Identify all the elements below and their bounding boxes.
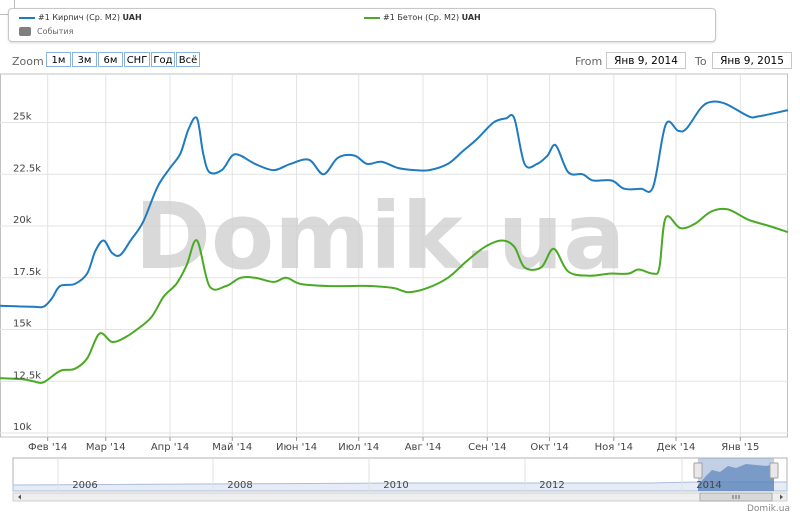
- x-tick-label: Янв '15: [721, 442, 759, 453]
- x-tick-label: Май '14: [212, 442, 252, 453]
- events-flag-icon: [19, 27, 31, 36]
- credit-text: Domik.ua: [747, 504, 790, 514]
- legend-label-events: События: [37, 27, 74, 36]
- x-tick-label: Дек '14: [657, 442, 696, 453]
- navigator-year-label: 2012: [539, 480, 564, 491]
- y-tick-label: 12.5k: [13, 370, 41, 381]
- zoom-button-3m[interactable]: 3м: [72, 52, 97, 67]
- x-tick-label: Авг '14: [405, 442, 442, 453]
- navigator-year-label: 2010: [383, 480, 408, 491]
- x-tick-label: Июн '14: [276, 442, 317, 453]
- x-tick-label: Окт '14: [530, 442, 568, 453]
- y-tick-label: 22.5k: [13, 163, 41, 174]
- x-tick-label: Мар '14: [86, 442, 126, 453]
- x-tick-label: Июл '14: [338, 442, 379, 453]
- from-date-input[interactable]: Янв 9, 2014: [606, 52, 686, 69]
- y-tick-label: 25k: [13, 112, 32, 123]
- navigator-left-handle[interactable]: [693, 462, 703, 479]
- legend-unit-kirpich: UAH: [122, 13, 142, 22]
- y-tick-label: 20k: [13, 215, 32, 226]
- x-tick-label: Апр '14: [151, 442, 189, 453]
- watermark-text: Domik.ua: [135, 183, 626, 290]
- plot-area: [0, 73, 788, 438]
- legend: #1 Кирпич (Ср. М2) UAH #1 Бетон (Ср. М2)…: [8, 8, 716, 42]
- scrollbar-track[interactable]: [12, 492, 788, 502]
- navigator-selected-area: [698, 464, 774, 491]
- from-label: From: [575, 55, 603, 68]
- legend-label-beton: #1 Бетон (Ср. М2): [383, 13, 460, 22]
- zoom-button-6m[interactable]: 6м: [98, 52, 123, 67]
- navigator-year-label: 2006: [72, 480, 97, 491]
- y-tick-label: 10k: [13, 422, 32, 433]
- y-tick-label: 15k: [13, 319, 32, 330]
- scroll-left-arrow-icon[interactable]: [18, 494, 21, 500]
- navigator-series-area: [12, 481, 788, 492]
- scroll-right-arrow-icon[interactable]: [780, 494, 783, 500]
- navigator-year-label: 2014: [696, 480, 721, 491]
- zoom-button-1m[interactable]: 1м: [46, 52, 71, 67]
- x-tick-label: Сен '14: [468, 442, 506, 453]
- legend-label-kirpich: #1 Кирпич (Ср. М2): [38, 13, 120, 22]
- zoom-button-year[interactable]: Год: [151, 52, 175, 67]
- legend-item-kirpich[interactable]: #1 Кирпич (Ср. М2) UAH: [19, 13, 142, 22]
- legend-item-beton[interactable]: #1 Бетон (Ср. М2) UAH: [364, 13, 481, 22]
- zoom-button-ytd[interactable]: СНГ: [124, 52, 150, 67]
- legend-item-events[interactable]: События: [19, 27, 73, 36]
- legend-unit-beton: UAH: [461, 13, 481, 22]
- zoom-label: Zoom: [12, 55, 44, 68]
- to-date-input[interactable]: Янв 9, 2015: [712, 52, 792, 69]
- legend-line-kirpich: [19, 16, 35, 19]
- series-line-kirpich: [0, 100, 789, 309]
- legend-line-beton: [364, 16, 380, 19]
- series-line-beton: [0, 207, 789, 384]
- x-tick-label: Фев '14: [28, 442, 67, 453]
- zoom-button-all[interactable]: Всё: [176, 52, 200, 67]
- y-tick-label: 17.5k: [13, 267, 41, 278]
- x-tick-label: Ноя '14: [595, 442, 633, 453]
- navigator-year-label: 2008: [227, 480, 252, 491]
- navigator-right-handle[interactable]: [769, 462, 779, 479]
- to-label: To: [695, 55, 707, 68]
